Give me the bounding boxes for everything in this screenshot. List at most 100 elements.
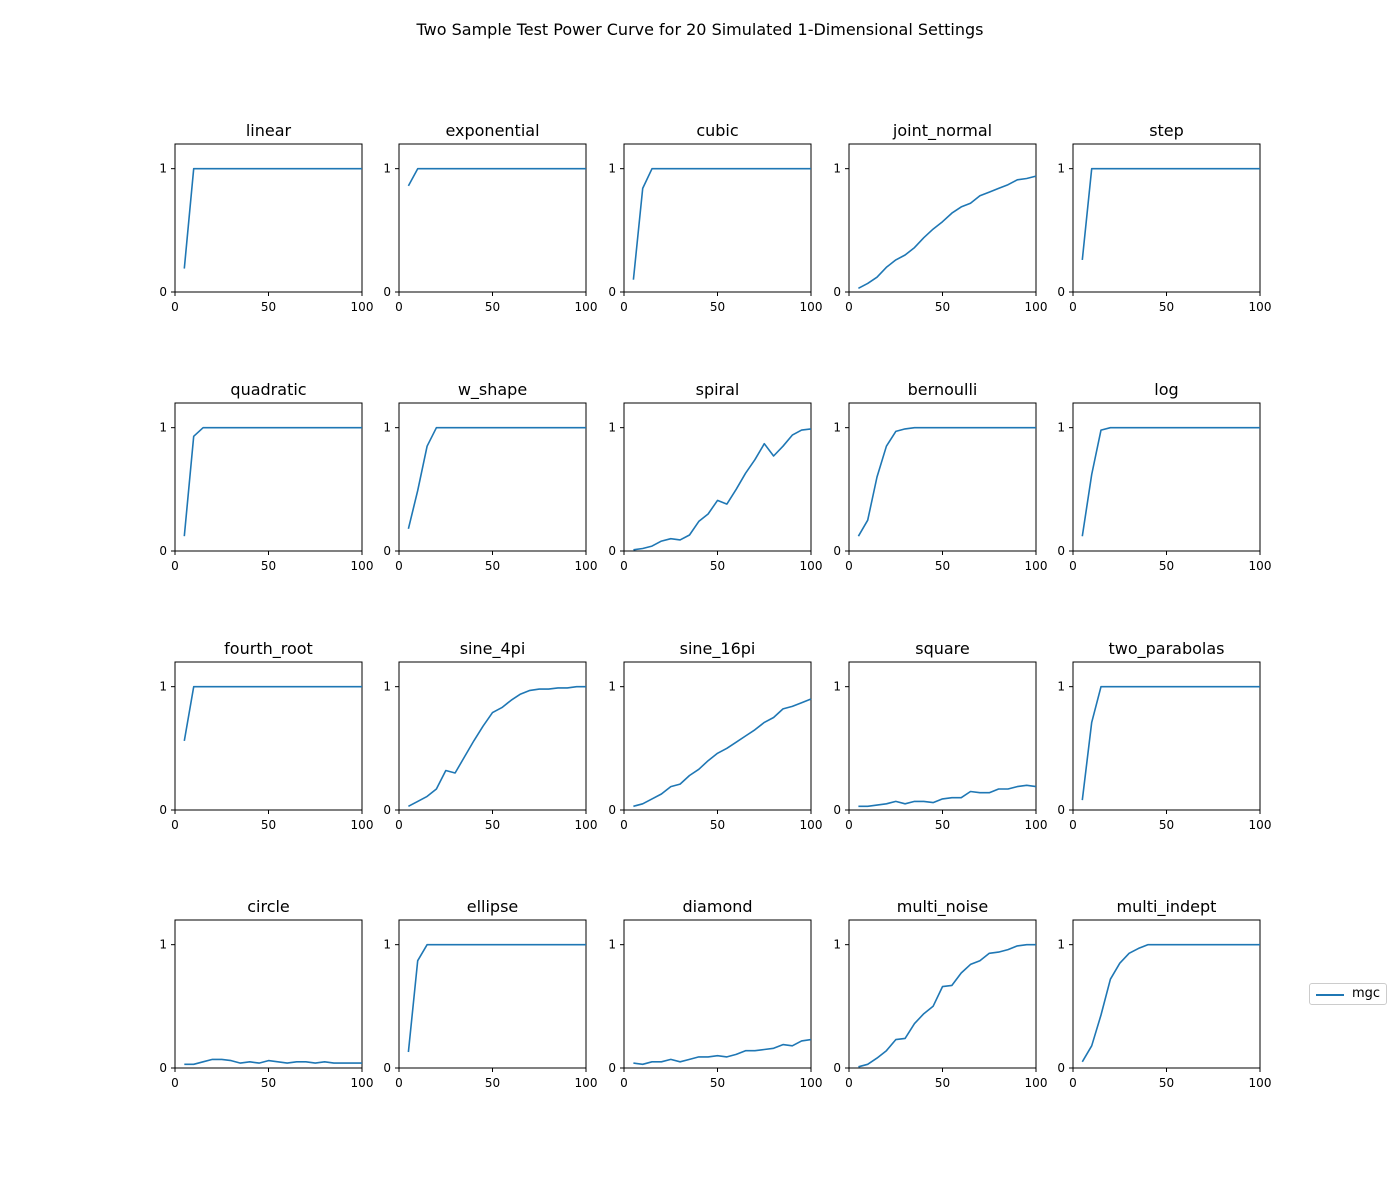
figure-title: Two Sample Test Power Curve for 20 Simul… [416, 20, 984, 39]
axes-frame [623, 661, 812, 811]
y-tick-label: 0 [159, 285, 167, 299]
y-tick-label: 0 [608, 544, 616, 558]
series-line-mgc [858, 784, 1037, 808]
series-line-mgc [407, 426, 586, 529]
series-line-mgc [633, 428, 812, 551]
series-line-mgc [633, 1038, 812, 1066]
x-tick-label: 50 [485, 818, 500, 832]
x-tick-label: 100 [351, 818, 374, 832]
subplot-title: circle [247, 897, 290, 916]
y-tick-label: 1 [833, 162, 841, 176]
x-tick-label: 0 [620, 559, 628, 573]
axes-frame [174, 919, 363, 1069]
subplot-title: square [915, 639, 970, 658]
x-tick-label: 50 [1159, 1076, 1174, 1090]
x-tick-label: 50 [261, 1076, 276, 1090]
y-tick-label: 0 [833, 285, 841, 299]
subplot-step: step 0 50 100 0 1 [1057, 121, 1271, 314]
subplot-multi_noise: multi_noise 0 50 100 0 1 [833, 897, 1047, 1090]
x-tick-label: 0 [171, 818, 179, 832]
x-tick-label: 100 [1249, 1076, 1272, 1090]
y-tick-label: 0 [159, 803, 167, 817]
x-tick-label: 100 [800, 300, 823, 314]
x-tick-label: 100 [1249, 818, 1272, 832]
x-tick-label: 0 [171, 559, 179, 573]
y-tick-label: 0 [383, 285, 391, 299]
subplot-title: multi_indept [1117, 897, 1217, 917]
x-tick-label: 100 [1249, 300, 1272, 314]
axes-frame [623, 143, 812, 293]
subplot-title: bernoulli [908, 380, 978, 399]
axes-frame [1072, 402, 1261, 552]
series-line-mgc [407, 943, 586, 1053]
legend-label: mgc [1352, 986, 1381, 1001]
subplot-fourth_root: fourth_root 0 50 100 0 1 [159, 639, 373, 832]
x-tick-label: 50 [261, 300, 276, 314]
legend-swatch [1316, 994, 1344, 996]
subplot-linear: linear 0 50 100 0 1 [159, 121, 373, 314]
series-line-mgc [857, 426, 1036, 537]
subplot-joint_normal: joint_normal 0 50 100 0 1 [833, 121, 1047, 314]
x-tick-label: 100 [1249, 559, 1272, 573]
y-tick-label: 1 [833, 680, 841, 694]
series-line-mgc [632, 167, 811, 280]
axes-frame [1072, 143, 1261, 293]
subplot-ellipse: ellipse 0 50 100 0 1 [383, 897, 597, 1090]
x-tick-label: 0 [845, 1076, 853, 1090]
y-tick-label: 0 [1057, 544, 1065, 558]
y-tick-label: 0 [608, 1061, 616, 1075]
axes-frame [623, 919, 812, 1069]
x-tick-label: 0 [620, 818, 628, 832]
subplot-w_shape: w_shape 0 50 100 0 1 [383, 380, 597, 573]
y-tick-label: 1 [608, 162, 616, 176]
x-tick-label: 100 [575, 559, 598, 573]
y-tick-label: 0 [383, 803, 391, 817]
subplot-title: fourth_root [224, 639, 313, 659]
x-tick-label: 100 [1025, 818, 1048, 832]
subplot-title: two_parabolas [1108, 639, 1224, 659]
x-tick-label: 50 [710, 300, 725, 314]
x-tick-label: 50 [935, 559, 950, 573]
subplot-title: joint_normal [892, 121, 992, 141]
x-tick-label: 100 [800, 818, 823, 832]
subplot-title: exponential [445, 121, 539, 140]
series-line-mgc [858, 943, 1036, 1068]
y-tick-label: 0 [833, 1061, 841, 1075]
subplot-sine_4pi: sine_4pi 0 50 100 0 1 [383, 639, 597, 832]
series-line-mgc [858, 175, 1037, 290]
subplot-title: ellipse [467, 897, 519, 916]
series-line-mgc [183, 426, 362, 537]
x-tick-label: 100 [351, 300, 374, 314]
x-tick-label: 0 [171, 300, 179, 314]
axes-frame [398, 143, 587, 293]
x-tick-label: 0 [395, 818, 403, 832]
series-line-mgc [183, 685, 362, 742]
y-tick-label: 0 [1057, 1061, 1065, 1075]
series-line-mgc [1081, 943, 1260, 1063]
subplot-title: cubic [696, 121, 738, 140]
x-tick-label: 100 [351, 1076, 374, 1090]
x-tick-label: 100 [351, 559, 374, 573]
series-line-mgc [633, 698, 812, 808]
axes-frame [848, 143, 1037, 293]
y-tick-label: 1 [383, 162, 391, 176]
y-tick-label: 1 [833, 938, 841, 952]
y-tick-label: 0 [1057, 803, 1065, 817]
x-tick-label: 50 [710, 1076, 725, 1090]
x-tick-label: 50 [1159, 559, 1174, 573]
y-tick-label: 1 [1057, 680, 1065, 694]
x-tick-label: 50 [261, 559, 276, 573]
x-tick-label: 50 [935, 1076, 950, 1090]
subplot-sine_16pi: sine_16pi 0 50 100 0 1 [608, 639, 822, 832]
y-tick-label: 1 [1057, 938, 1065, 952]
x-tick-label: 0 [845, 559, 853, 573]
y-tick-label: 0 [833, 544, 841, 558]
axes-frame [1072, 919, 1261, 1069]
x-tick-label: 0 [620, 300, 628, 314]
subplot-two_parabolas: two_parabolas 0 50 100 0 1 [1057, 639, 1271, 832]
x-tick-label: 100 [575, 818, 598, 832]
subplot-quadratic: quadratic 0 50 100 0 1 [159, 380, 373, 573]
y-tick-label: 0 [833, 803, 841, 817]
x-tick-label: 50 [935, 300, 950, 314]
